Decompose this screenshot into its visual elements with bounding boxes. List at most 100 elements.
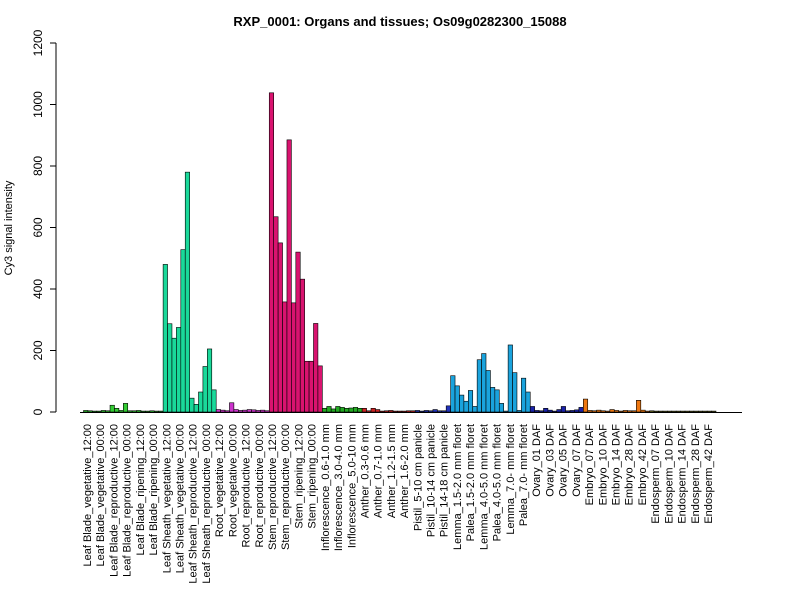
bar [613, 410, 619, 413]
bar [162, 264, 168, 413]
bar [198, 391, 204, 413]
bar [693, 410, 699, 413]
x-tick-label: Embryo_28 DAF [624, 424, 636, 506]
bar [330, 408, 336, 413]
bar [388, 410, 394, 413]
y-tick-label: 200 [31, 340, 45, 360]
bar [490, 387, 496, 413]
bar [308, 360, 314, 413]
bar [432, 409, 438, 413]
bar [671, 410, 677, 413]
bar [463, 400, 469, 413]
x-tick-label: Anther_1.2-1.5 mm [386, 424, 398, 518]
x-tick-label: Leaf Sheath_vegetative_00:00 [174, 424, 186, 573]
x-tick-label: Lemma_7.0- mm floret [505, 424, 517, 535]
x-tick-label: Anther_0.3-0.6 mm [359, 424, 371, 518]
y-axis-label: Cy3 signal intensity [3, 180, 15, 275]
x-tick-label: Leaf Blade_reproductive_00:00 [122, 424, 134, 577]
bar [268, 92, 274, 413]
bar [299, 278, 305, 413]
bar [689, 410, 695, 413]
x-tick-label: Ovary_01 DAF [531, 424, 543, 497]
bar [401, 410, 407, 413]
bar [644, 410, 650, 413]
bar [485, 370, 491, 413]
bar [238, 410, 244, 413]
bar [114, 408, 120, 413]
bar [335, 406, 341, 413]
x-tick-label: Endosperm_42 DAF [703, 424, 715, 524]
bar [525, 391, 531, 413]
bar [653, 410, 659, 413]
x-tick-label: Palea_1.5-2.0 mm floret [465, 424, 477, 541]
bar [445, 405, 451, 413]
bar [521, 377, 527, 413]
bar [83, 410, 89, 413]
bar [167, 323, 173, 413]
x-tick-label: Leaf Blade_ripening_12:00 [135, 424, 147, 556]
x-tick-label: Inflorescence_3.0-4.0 mm [333, 424, 345, 551]
x-tick-label: Embryo_42 DAF [637, 424, 649, 506]
x-tick-label: Leaf Blade_ripening_00:00 [148, 424, 160, 556]
bar [600, 410, 606, 413]
bar [313, 323, 319, 413]
bar [640, 409, 646, 413]
bar [556, 409, 562, 413]
bar [136, 410, 142, 413]
x-tick-label: Embryo_07 DAF [584, 424, 596, 506]
y-tick-label: 0 [31, 408, 45, 415]
x-tick-label: Pistil_5-10 cm panicle [412, 424, 424, 531]
x-tick-label: Root_reproductive_12:00 [241, 424, 253, 548]
bar [392, 410, 398, 413]
bar [667, 410, 673, 413]
bar [583, 398, 589, 413]
bar [516, 410, 522, 413]
x-tick-label: Leaf Blade_vegetative_12:00 [82, 424, 94, 567]
bar [189, 397, 195, 413]
bar [92, 410, 98, 413]
bar [260, 409, 266, 413]
x-tick-labels: Leaf Blade_vegetative_12:00 Leaf Blade_ve… [82, 424, 715, 584]
bar [698, 410, 704, 413]
y-tick-label: 1000 [31, 91, 45, 118]
bar [96, 410, 102, 413]
bar [529, 406, 535, 413]
bar [711, 410, 717, 413]
bar [105, 410, 111, 413]
x-tick-label: Root_vegetative_12:00 [214, 424, 226, 537]
x-tick-label: Lemma_1.5-2.0 mm floret [452, 424, 464, 550]
bar [255, 410, 261, 413]
bar [158, 410, 164, 413]
bar [339, 407, 345, 413]
chart-title: RXP_0001: Organs and tissues; Os09g02823… [233, 14, 566, 29]
bar [658, 410, 664, 413]
bar [441, 410, 447, 413]
bar [534, 410, 540, 413]
bar [414, 410, 420, 413]
bar [344, 408, 350, 413]
bar [649, 410, 655, 413]
bar [498, 403, 504, 413]
x-tick-label: Root_vegetative_00:00 [227, 424, 239, 537]
x-tick-label: Pistil_10-14 cm panicle [426, 424, 438, 537]
bar [229, 402, 235, 413]
bar [684, 410, 690, 413]
y-tick-label: 600 [31, 217, 45, 237]
bar [220, 409, 226, 413]
bar [131, 410, 137, 413]
bar [397, 410, 403, 413]
x-tick-label: Leaf Blade_vegetative_00:00 [95, 424, 107, 567]
bar [242, 409, 248, 413]
bar [468, 390, 474, 413]
bar [322, 408, 328, 413]
bar [180, 249, 186, 413]
x-tick-label: Lemma_4.0-5.0 mm floret [478, 424, 490, 550]
bar [622, 410, 628, 413]
bars-group [83, 92, 717, 413]
bar [476, 359, 482, 413]
bar [140, 410, 146, 413]
bar [680, 410, 686, 413]
bar [437, 410, 443, 413]
bar [153, 410, 159, 413]
